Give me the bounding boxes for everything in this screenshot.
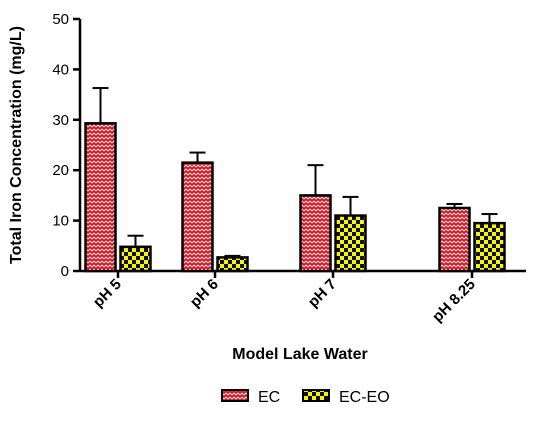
bar-ec-1	[181, 161, 214, 273]
category-label: pH 5	[90, 276, 125, 311]
bar-ec-3	[438, 206, 471, 273]
category-label: pH 7	[305, 276, 340, 311]
x-axis-title: Model Lake Water	[232, 346, 367, 363]
legend: EC EC-EO	[221, 389, 390, 406]
y-tick-label: 50	[52, 11, 69, 28]
y-tick-label: 20	[52, 162, 69, 179]
legend-label-ec: EC	[258, 389, 280, 406]
y-tick-label: 0	[61, 263, 69, 280]
bar-ec-eo-0	[119, 245, 152, 273]
bar-ec-eo-1	[216, 256, 249, 273]
bar-ec-eo-3	[473, 221, 506, 273]
legend-swatch-ec-eo	[302, 389, 330, 402]
bar-ec-eo-2	[334, 214, 367, 273]
legend-swatch-ec	[221, 389, 249, 402]
y-tick-label: 40	[52, 61, 69, 78]
bar-ec-0	[84, 122, 117, 273]
y-axis-title: Total Iron Concentration (mg/L)	[8, 26, 25, 264]
y-tick-label: 10	[52, 213, 69, 230]
category-label: pH 8.25	[429, 276, 479, 326]
y-tick-label: 30	[52, 112, 69, 129]
plot-area: 0 10 20 30 40 50 pH 5 pH 6 pH 7 pH 8.25	[52, 11, 526, 326]
category-label: pH 6	[187, 276, 222, 311]
legend-label-ec-eo: EC-EO	[339, 389, 390, 406]
bar-ec-2	[299, 194, 332, 273]
